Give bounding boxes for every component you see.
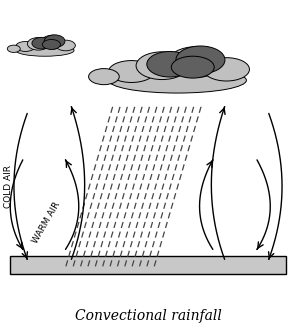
Ellipse shape xyxy=(176,46,225,74)
Ellipse shape xyxy=(136,52,188,80)
Bar xyxy=(9,256,287,274)
Ellipse shape xyxy=(16,45,74,56)
Ellipse shape xyxy=(109,68,246,93)
Ellipse shape xyxy=(16,42,35,51)
Ellipse shape xyxy=(89,69,119,85)
Ellipse shape xyxy=(41,35,64,49)
Ellipse shape xyxy=(147,52,193,77)
Ellipse shape xyxy=(109,61,155,83)
Ellipse shape xyxy=(56,40,75,51)
Ellipse shape xyxy=(168,47,223,77)
Ellipse shape xyxy=(171,56,214,78)
Ellipse shape xyxy=(32,37,52,49)
Text: WARM AIR: WARM AIR xyxy=(31,200,62,245)
Ellipse shape xyxy=(7,45,20,52)
Text: COLD AIR: COLD AIR xyxy=(4,165,12,208)
Ellipse shape xyxy=(204,58,250,81)
Text: Convectional rainfall: Convectional rainfall xyxy=(75,309,221,323)
Ellipse shape xyxy=(42,40,60,49)
Ellipse shape xyxy=(28,38,49,50)
Ellipse shape xyxy=(44,35,65,47)
